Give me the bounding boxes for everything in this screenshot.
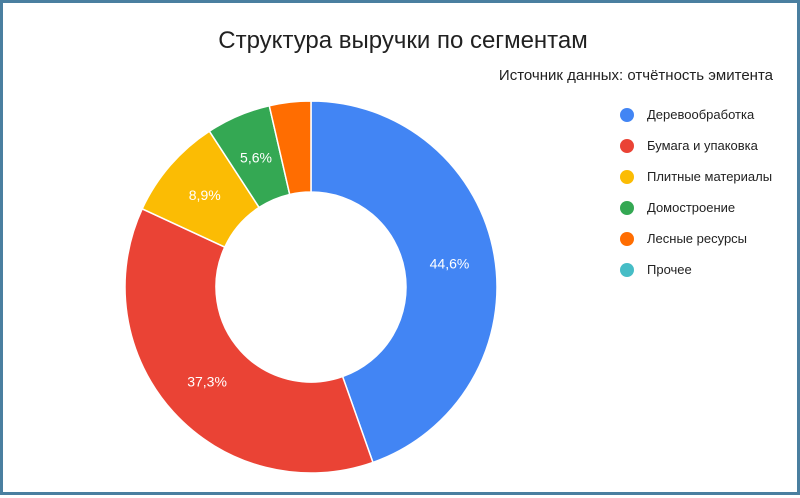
legend-label: Прочее [647, 262, 692, 277]
legend-swatch [620, 138, 634, 153]
slice-value-label: 8,9% [189, 187, 221, 203]
chart-legend: Деревообработка Бумага и упаковка Плитные … [620, 99, 772, 285]
donut-chart: 44,6% 37,3% 8,9% 5,6% [124, 100, 498, 474]
slice-value-label: 44,6% [430, 255, 470, 271]
donut-slices [124, 100, 498, 474]
legend-item[interactable]: Лесные ресурсы [620, 223, 772, 254]
legend-swatch [620, 169, 634, 184]
donut-slice-labels: 44,6% 37,3% 8,9% 5,6% [187, 150, 469, 390]
legend-item[interactable]: Деревообработка [620, 99, 772, 130]
legend-item[interactable]: Домостроение [620, 192, 772, 223]
legend-label: Плитные материалы [647, 169, 773, 184]
legend-swatch [620, 231, 634, 246]
donut-slice-1[interactable] [310, 100, 498, 464]
legend-label: Лесные ресурсы [647, 231, 748, 246]
legend-swatch [620, 262, 634, 277]
legend-label: Домостроение [647, 200, 736, 215]
legend-label: Деревообработка [647, 107, 755, 122]
slice-value-label: 5,6% [240, 150, 272, 166]
chart-subtitle: Источник данных: отчётность эмитента [498, 67, 773, 84]
legend-label: Бумага и упаковка [647, 138, 758, 153]
chart-title: Структура выручки по сегментам [218, 27, 588, 54]
legend-item[interactable]: Прочее [620, 254, 772, 285]
legend-item[interactable]: Плитные материалы [620, 161, 772, 192]
donut-slice-2[interactable] [124, 207, 374, 474]
slice-value-label: 37,3% [187, 374, 227, 390]
legend-item[interactable]: Бумага и упаковка [620, 130, 772, 161]
legend-swatch [620, 107, 634, 122]
legend-swatch [620, 200, 634, 215]
donut-slice-5[interactable] [268, 100, 312, 196]
